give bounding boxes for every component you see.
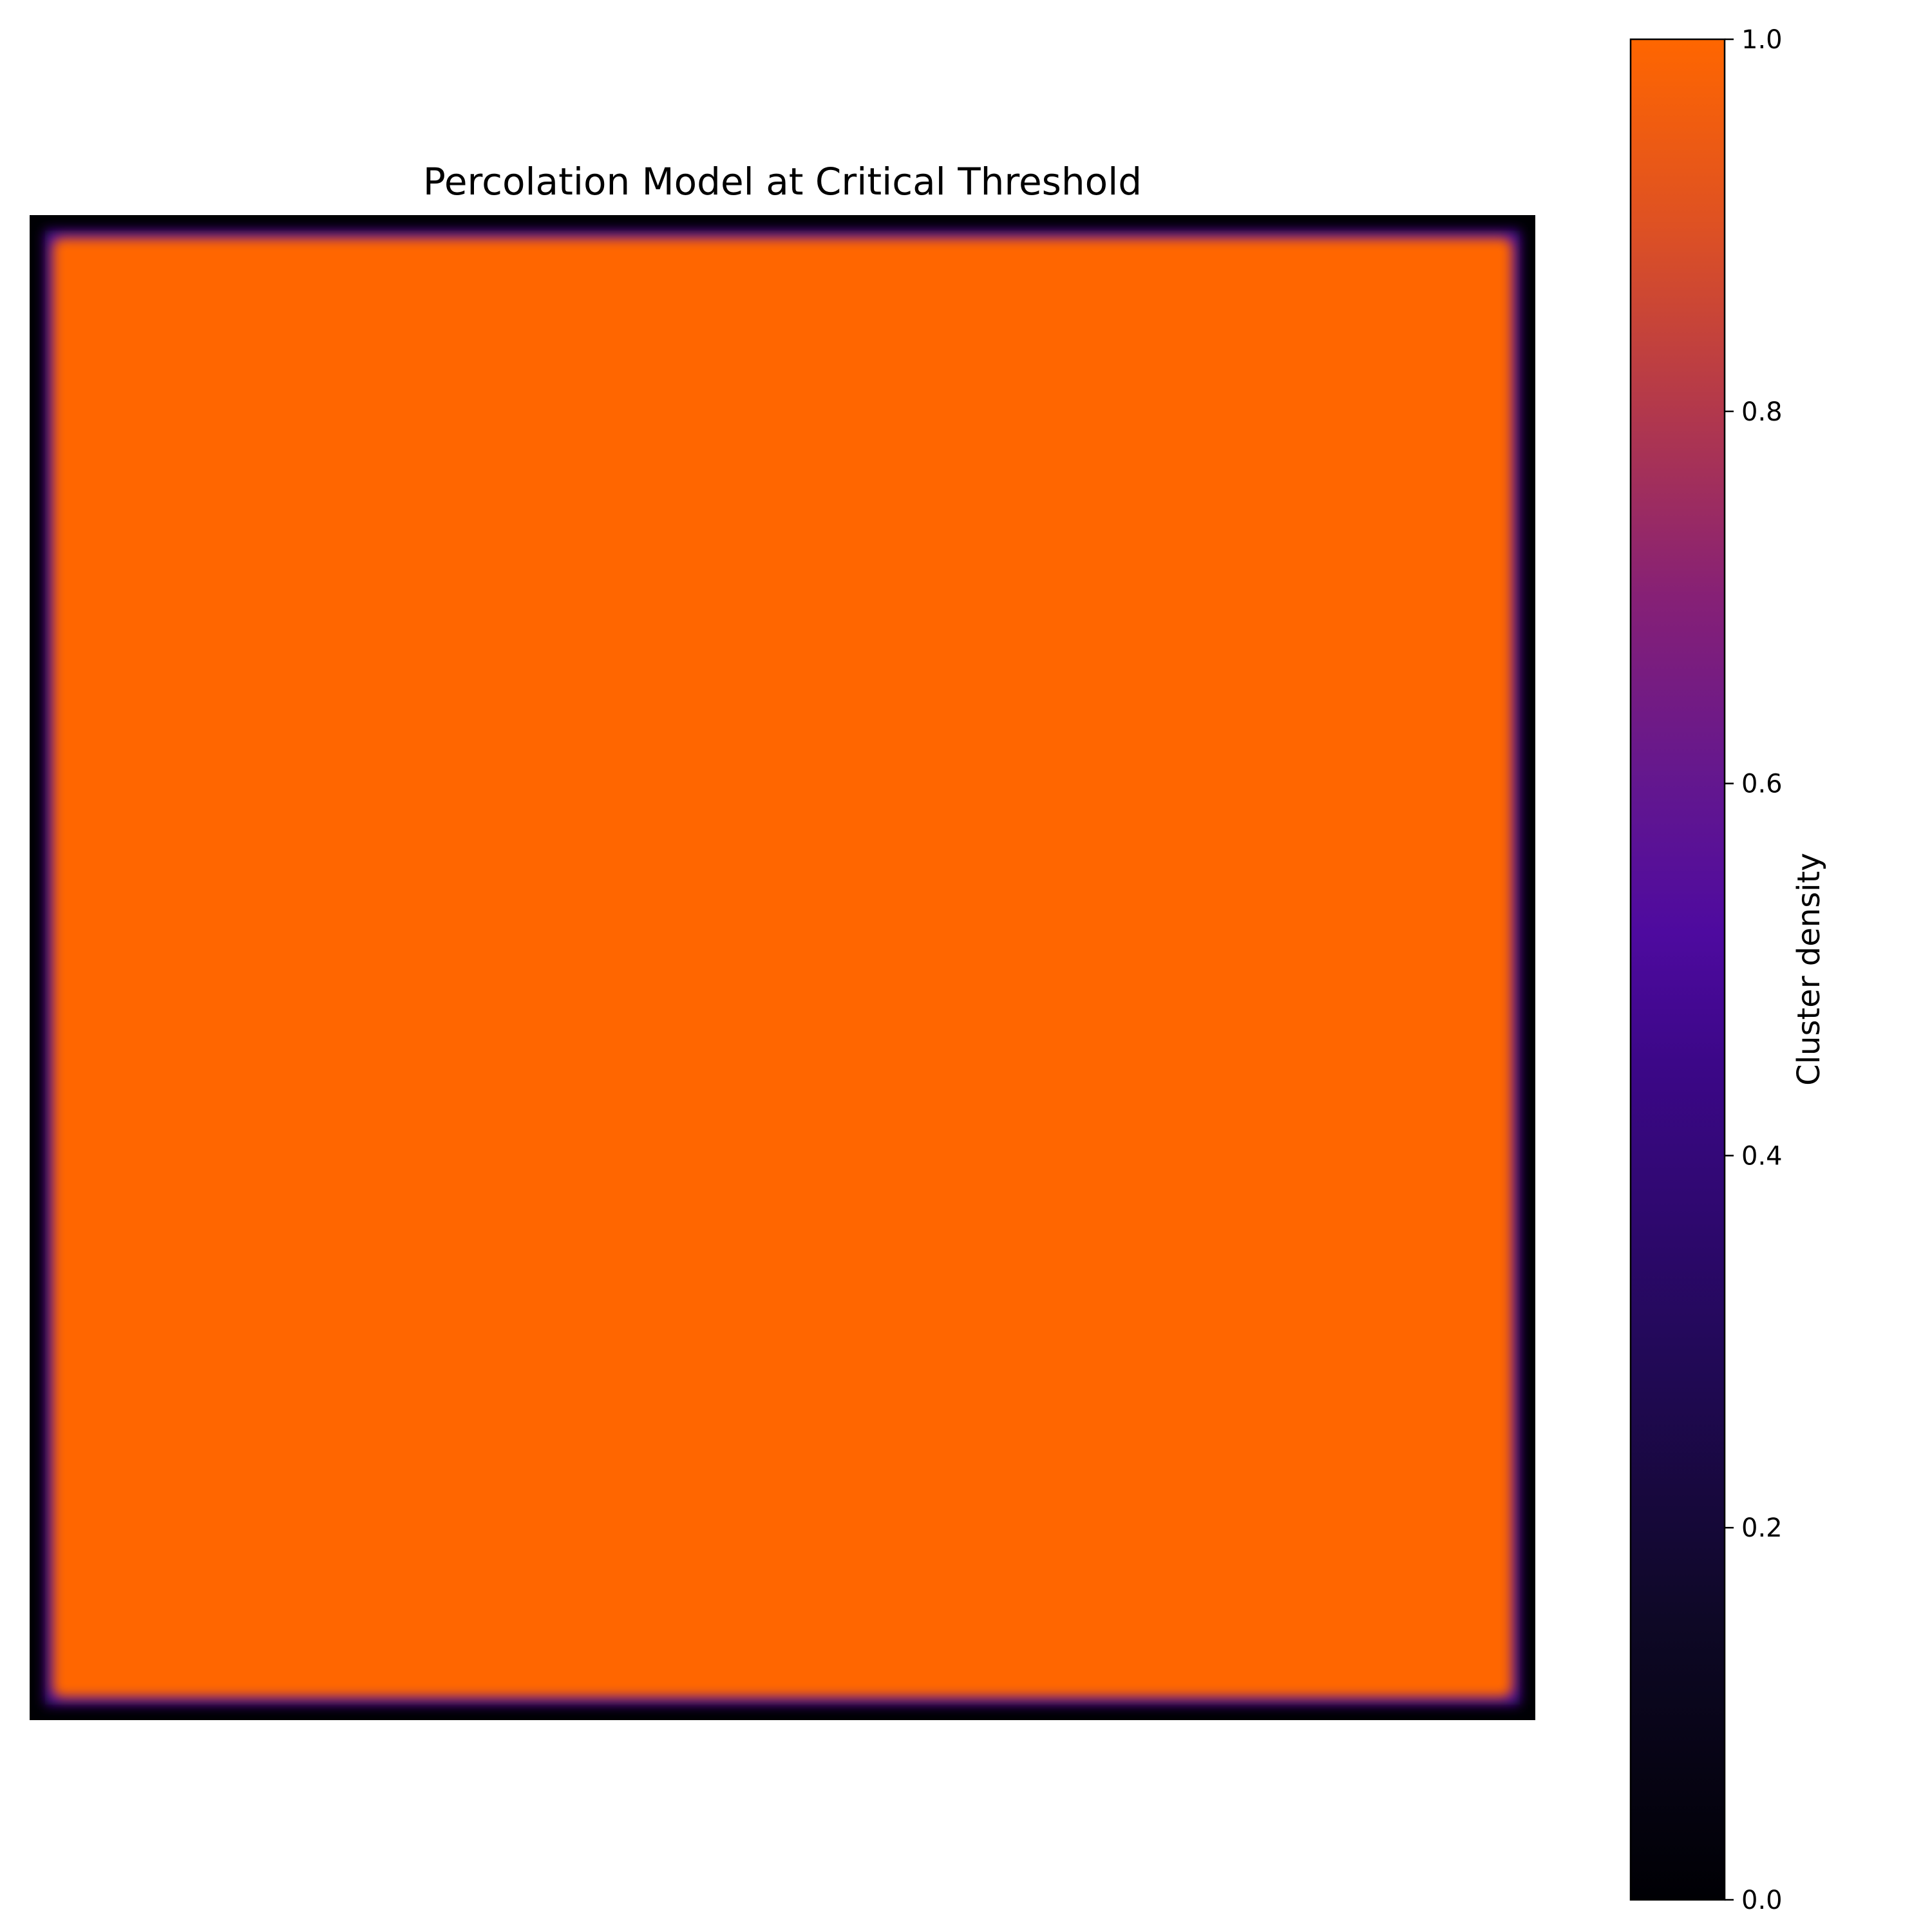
chart-title: Percolation Model at Critical Threshold (423, 160, 1142, 204)
colorbar: 0.0 0.2 0.4 0.6 0.8 1.0 Cluster density (1629, 25, 1827, 1915)
colorbar-tick-label: 0.0 (1741, 1886, 1783, 1915)
heatmap-interior (53, 238, 1512, 1697)
colorbar-frame (1629, 38, 1726, 1901)
colorbar-ticks: 0.0 0.2 0.4 0.6 0.8 1.0 (1725, 25, 1783, 1915)
colorbar-label: Cluster density (1791, 853, 1827, 1086)
colorbar-tick-label: 0.2 (1741, 1513, 1783, 1543)
colorbar-tick-label: 1.0 (1741, 25, 1783, 55)
colorbar-tick-label: 0.8 (1741, 397, 1783, 427)
colorbar-tick-label: 0.4 (1741, 1141, 1783, 1171)
colorbar-fill (1631, 39, 1725, 1900)
colorbar-tick-label: 0.6 (1741, 770, 1783, 799)
heatmap (30, 215, 1535, 1720)
